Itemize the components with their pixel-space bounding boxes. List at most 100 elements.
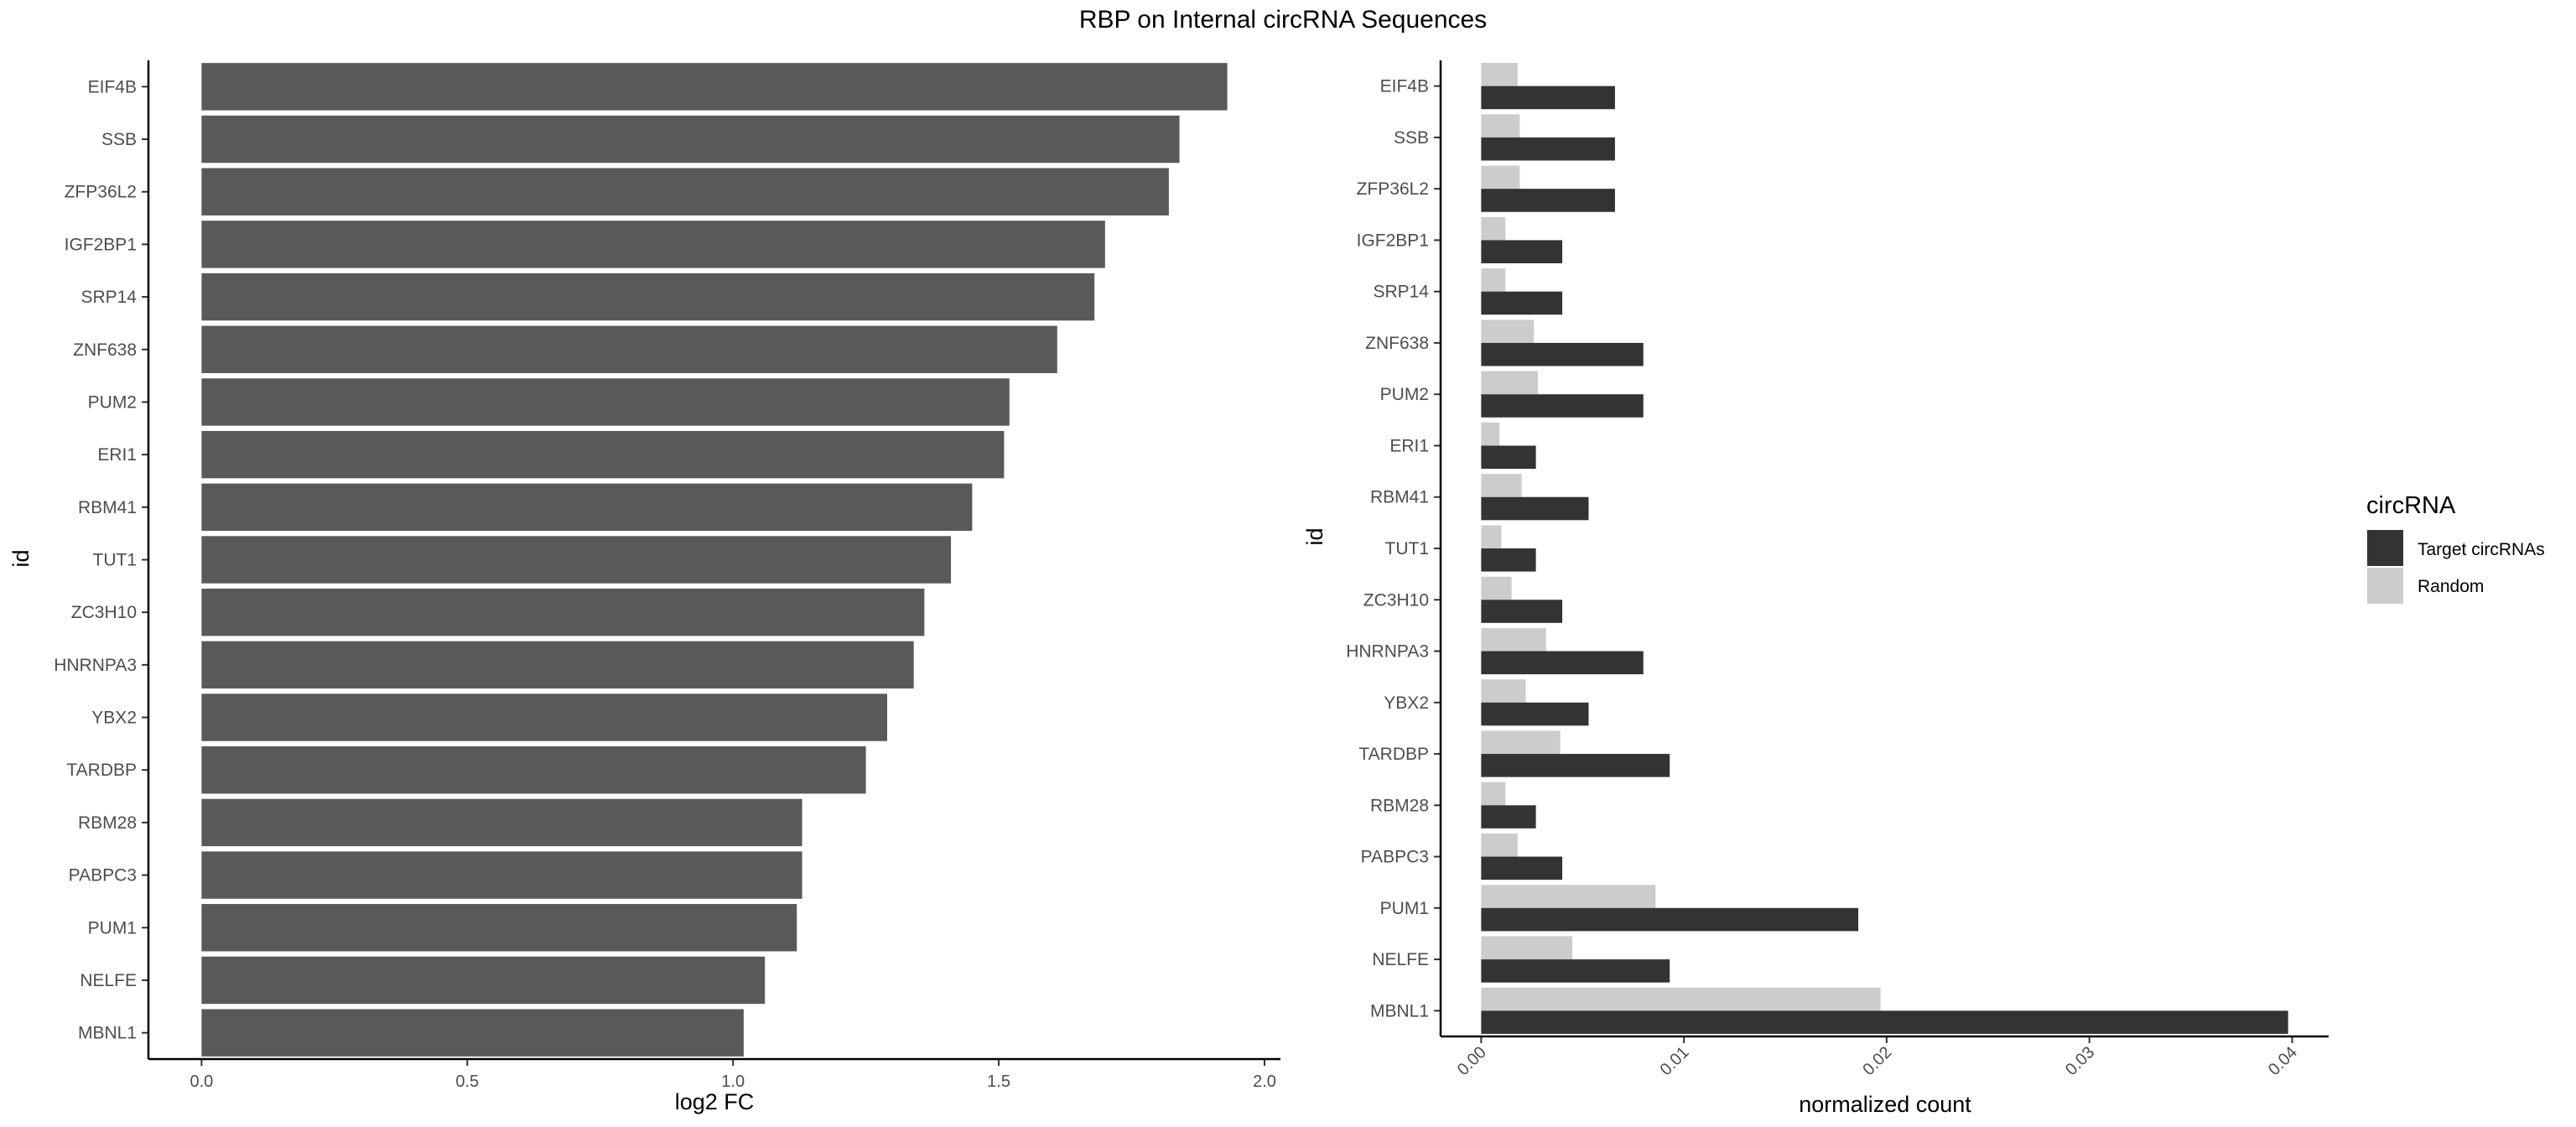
legend-label-target: Target circRNAs bbox=[2418, 540, 2545, 559]
bar-srp14-target-circrnas bbox=[1481, 291, 1563, 315]
bar-ssb-target-circrnas bbox=[1481, 137, 1615, 161]
bar-nelfe-target-circrnas bbox=[1481, 959, 1670, 983]
bar-zfp36l2-random bbox=[1481, 165, 1520, 190]
right-x-ticks: 0.00 0.01 0.02 0.03 0.04 bbox=[1454, 1036, 2301, 1079]
category-label: TUT1 bbox=[93, 551, 138, 570]
bar-nelfe bbox=[201, 956, 766, 1005]
bar-hnrnpa3-target-circrnas bbox=[1481, 651, 1644, 675]
bar-tardbp-target-circrnas bbox=[1481, 754, 1670, 777]
bar-pum2-target-circrnas bbox=[1481, 394, 1644, 418]
category-label: SSB bbox=[101, 130, 137, 149]
bar-pum1-random bbox=[1481, 885, 1656, 908]
category-label: EIF4B bbox=[1380, 77, 1429, 96]
category-label: ZNF638 bbox=[1365, 334, 1429, 353]
category-label: RBM28 bbox=[78, 813, 137, 833]
category-label: MBNL1 bbox=[78, 1024, 137, 1043]
bar-hnrnpa3 bbox=[201, 641, 914, 689]
category-label: RBM41 bbox=[1370, 488, 1429, 507]
bar-rbm28-random bbox=[1481, 782, 1506, 806]
bar-mbnl1 bbox=[201, 1009, 744, 1057]
bar-eif4b bbox=[201, 63, 1228, 111]
category-label: EIF4B bbox=[88, 77, 137, 96]
category-label: PUM1 bbox=[88, 918, 137, 937]
figure-title: RBP on Internal circRNA Sequences bbox=[1079, 6, 1487, 34]
x-tick-label: 0.02 bbox=[1859, 1043, 1895, 1079]
right-x-axis-title: normalized count bbox=[1799, 1092, 1971, 1117]
bar-eri1-target-circrnas bbox=[1481, 445, 1536, 470]
category-label: ZFP36L2 bbox=[1357, 179, 1429, 199]
bar-pabpc3 bbox=[201, 851, 802, 899]
category-label: HNRNPA3 bbox=[54, 656, 137, 675]
left-x-ticks: 0.0 0.5 1.0 1.5 2.0 bbox=[190, 1059, 1276, 1091]
bar-eif4b-random bbox=[1481, 63, 1518, 86]
bar-tardbp bbox=[201, 746, 866, 794]
bar-pabpc3-random bbox=[1481, 834, 1518, 857]
category-label: ZC3H10 bbox=[1363, 590, 1429, 610]
normalized-count-chart: EIF4B SSB ZFP36L2 IGF2BP1 SRP14 ZNF638 PUM2 ERI… bbox=[1302, 60, 2329, 1117]
category-label: RBM28 bbox=[1370, 796, 1429, 815]
legend-swatch-random bbox=[2367, 568, 2403, 604]
bar-tut1-target-circrnas bbox=[1481, 548, 1536, 572]
bar-znf638-random bbox=[1481, 319, 1535, 343]
bar-mbnl1-target-circrnas bbox=[1481, 1010, 2288, 1034]
legend: circRNA Target circRNAs Random bbox=[2366, 492, 2545, 604]
bar-ybx2 bbox=[201, 693, 887, 741]
category-label: ZC3H10 bbox=[71, 603, 137, 622]
category-label: ZFP36L2 bbox=[65, 183, 137, 202]
bar-zc3h10-random bbox=[1481, 576, 1512, 600]
right-category-labels: EIF4B SSB ZFP36L2 IGF2BP1 SRP14 ZNF638 PUM2 ERI… bbox=[1346, 77, 1441, 1021]
bar-igf2bp1-target-circrnas bbox=[1481, 240, 1563, 263]
bar-zc3h10-target-circrnas bbox=[1481, 600, 1563, 623]
bar-rbm41 bbox=[201, 483, 973, 532]
bar-mbnl1-random bbox=[1481, 987, 1881, 1011]
bar-znf638-target-circrnas bbox=[1481, 342, 1644, 366]
bar-zc3h10 bbox=[201, 588, 925, 636]
category-label: NELFE bbox=[1372, 950, 1429, 969]
category-label: ERI1 bbox=[1389, 436, 1429, 455]
bar-hnrnpa3-random bbox=[1481, 627, 1546, 652]
category-label: PUM1 bbox=[1380, 899, 1429, 918]
bar-eri1-random bbox=[1481, 422, 1500, 446]
category-label: SSB bbox=[1394, 128, 1429, 148]
bar-rbm41-target-circrnas bbox=[1481, 496, 1589, 521]
category-label: TARDBP bbox=[1358, 745, 1429, 764]
bar-ssb-random bbox=[1481, 114, 1520, 138]
left-y-axis-title: id bbox=[8, 549, 34, 567]
legend-swatch-target bbox=[2367, 530, 2403, 566]
normalized-count-bars bbox=[1481, 63, 2288, 1034]
left-x-axis-title: log2 FC bbox=[675, 1089, 755, 1114]
category-label: IGF2BP1 bbox=[65, 235, 137, 254]
x-tick-label: 0.01 bbox=[1657, 1043, 1693, 1079]
bar-srp14 bbox=[201, 273, 1095, 321]
category-label: TUT1 bbox=[1385, 539, 1430, 558]
right-y-axis-title: id bbox=[1302, 527, 1327, 545]
category-label: YBX2 bbox=[1384, 693, 1429, 713]
log2fc-bar-chart: EIF4B SSB ZFP36L2 IGF2BP1 SRP14 ZNF638 PUM2 ERI… bbox=[8, 60, 1280, 1114]
legend-label-random: Random bbox=[2418, 577, 2484, 596]
bar-pum1-target-circrnas bbox=[1481, 907, 1859, 932]
bar-pum1 bbox=[201, 904, 797, 952]
legend-title: circRNA bbox=[2366, 492, 2456, 519]
x-tick-label: 0.03 bbox=[2062, 1043, 2098, 1079]
category-label: SRP14 bbox=[1373, 283, 1429, 302]
x-tick-label: 0.04 bbox=[2265, 1043, 2301, 1079]
bar-igf2bp1-random bbox=[1481, 216, 1506, 241]
category-label: ZNF638 bbox=[73, 340, 137, 360]
category-label: IGF2BP1 bbox=[1357, 231, 1429, 250]
bar-pum2 bbox=[201, 378, 1010, 426]
bar-rbm28-target-circrnas bbox=[1481, 805, 1536, 828]
category-label: SRP14 bbox=[80, 288, 137, 307]
bar-pum2-random bbox=[1481, 371, 1539, 395]
bar-tardbp-random bbox=[1481, 730, 1561, 755]
bar-tut1 bbox=[201, 536, 952, 584]
category-label: MBNL1 bbox=[1370, 1001, 1429, 1021]
category-label: PABPC3 bbox=[1361, 848, 1429, 867]
category-label: TARDBP bbox=[66, 761, 137, 780]
left-category-labels: EIF4B SSB ZFP36L2 IGF2BP1 SRP14 ZNF638 PUM2 ERI… bbox=[54, 77, 148, 1043]
category-label: ERI1 bbox=[97, 445, 137, 465]
bar-ybx2-random bbox=[1481, 679, 1526, 703]
category-label: PUM2 bbox=[1380, 385, 1429, 404]
bar-zfp36l2 bbox=[201, 168, 1169, 216]
x-tick-label: 0.0 bbox=[190, 1072, 213, 1091]
category-label: PUM2 bbox=[88, 392, 137, 412]
